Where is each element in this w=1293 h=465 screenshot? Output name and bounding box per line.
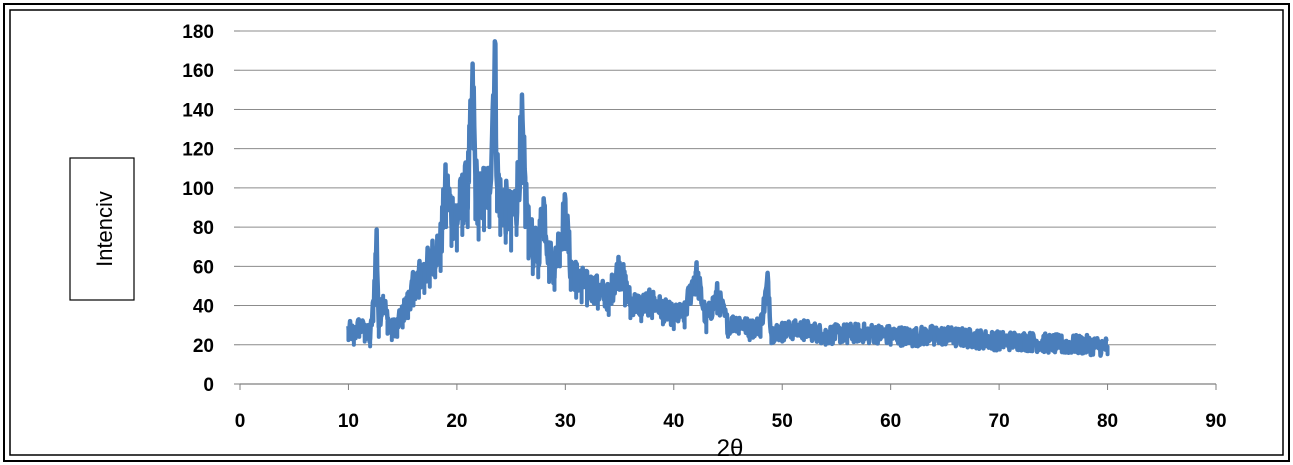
y-tick-label: 40 [193,297,214,318]
x-tick-label: 20 [446,411,467,432]
y-tick-label: 140 [182,100,214,121]
y-tick-label: 100 [182,179,214,200]
tick-labels: 0 20 40 60 80 100 120 140 160 180 0 10 20 30 40 50 60 70 8… [182,22,1226,432]
y-tick-label: 80 [193,218,214,239]
y-tick-label: 0 [203,375,214,396]
y-tick-label: 160 [182,61,214,82]
x-tick-label: 0 [235,411,246,432]
frame-outer [3,3,1290,462]
y-tick-label: 60 [193,257,214,278]
y-tick-label: 180 [182,22,214,43]
x-tick-label: 50 [772,411,793,432]
series-layer [346,39,1110,358]
x-tick-label: 80 [1097,411,1118,432]
x-tick-label: 90 [1205,411,1226,432]
y-tick-label: 120 [182,140,214,161]
frame-inner [9,9,1284,456]
x-axis-title: 2θ [717,435,744,462]
y-tick-label: 20 [193,336,214,357]
x-tick-label: 10 [338,411,359,432]
x-tick-label: 70 [989,411,1010,432]
x-tick-label: 30 [555,411,576,432]
gridlines [240,30,1216,346]
y-axis-title: Intenciv [92,191,117,267]
axes [234,30,1217,390]
y-axis-title-box [69,157,135,301]
x-tick-label: 40 [663,411,684,432]
x-tick-label: 60 [880,411,901,432]
